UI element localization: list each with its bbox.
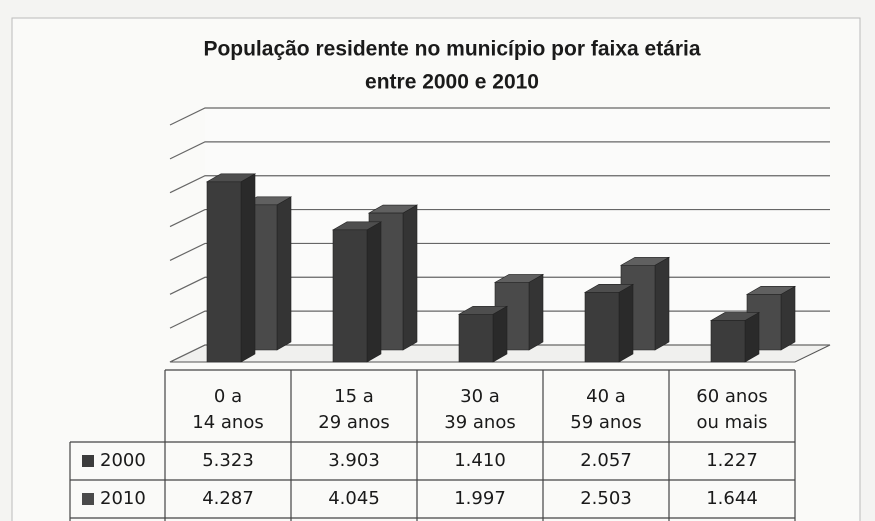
bar-face <box>458 313 494 363</box>
bar-face <box>618 283 634 363</box>
bar-face <box>332 229 368 363</box>
data-label: 2.057 <box>580 450 632 471</box>
data-label: 1.644 <box>706 488 758 509</box>
category-label: 40 a 59 anos <box>570 386 641 433</box>
bar-face <box>206 181 242 363</box>
data-label: 1.410 <box>454 450 506 471</box>
bar-face <box>492 305 508 363</box>
data-label: 1.997 <box>454 488 506 509</box>
bar-face <box>240 173 256 363</box>
grid-line <box>169 107 830 126</box>
bar-face <box>584 292 620 363</box>
legend-swatch <box>82 493 94 505</box>
grid-line <box>169 175 830 194</box>
bar-face <box>780 285 796 351</box>
bar-face <box>366 221 382 363</box>
chart-title: População residente no município por fai… <box>203 38 700 61</box>
grid-line <box>169 208 830 228</box>
bar <box>709 311 761 363</box>
data-label: 1.227 <box>706 450 758 471</box>
data-label: 4.045 <box>328 488 380 509</box>
bar-face <box>744 311 760 363</box>
legend-swatch <box>82 455 94 467</box>
data-label: 2.503 <box>580 488 632 509</box>
bar-face <box>654 256 670 351</box>
category-label: 15 a 29 anos <box>318 386 389 433</box>
bar-face <box>276 196 292 351</box>
bar <box>493 273 545 351</box>
bar <box>331 221 383 363</box>
category-label: 30 a 39 anos <box>444 386 515 433</box>
category-label: 60 anos ou mais <box>696 386 767 433</box>
bar-face <box>402 204 418 351</box>
category-label: 0 a 14 anos <box>192 386 263 433</box>
legend-label: 2000 <box>100 450 146 471</box>
data-label: 5.323 <box>202 450 254 471</box>
bar <box>457 305 509 363</box>
bar-face <box>528 273 544 351</box>
chart-title-line: entre 2000 e 2010 <box>365 71 539 94</box>
bar-face <box>710 320 746 363</box>
bar <box>205 173 257 363</box>
data-label: 4.287 <box>202 488 254 509</box>
data-label: 3.903 <box>328 450 380 471</box>
grid-line <box>169 141 830 160</box>
bar <box>583 283 635 363</box>
legend-label: 2010 <box>100 488 146 509</box>
grid-line <box>169 242 830 261</box>
